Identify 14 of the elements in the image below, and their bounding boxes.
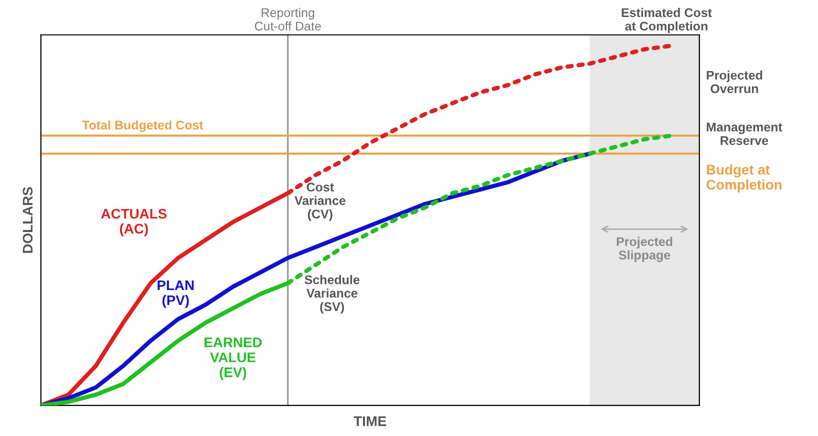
text: Estimated Cost at Completion	[622, 8, 712, 34]
annotation: Projected Slippage	[616, 236, 672, 262]
text: Management Reserve	[706, 122, 782, 146]
annotation: Cost Variance (CV)	[294, 182, 346, 221]
text: Projected Overrun	[706, 70, 762, 94]
ref-line-label: Total Budgeted Cost	[82, 120, 204, 132]
series-label: EARNED VALUE (EV)	[204, 338, 262, 380]
text: Reporting Cut-off Date	[254, 8, 321, 31]
series-label: PLAN (PV)	[158, 280, 194, 308]
series-label: ACTUALS (AC)	[101, 208, 167, 236]
ref-line-label: Budget at Completion	[706, 164, 782, 192]
x-axis-title: TIME	[354, 416, 386, 426]
annotation: Schedule Variance (SV)	[304, 275, 360, 314]
y-axis-title: DOLLARS	[22, 187, 33, 253]
